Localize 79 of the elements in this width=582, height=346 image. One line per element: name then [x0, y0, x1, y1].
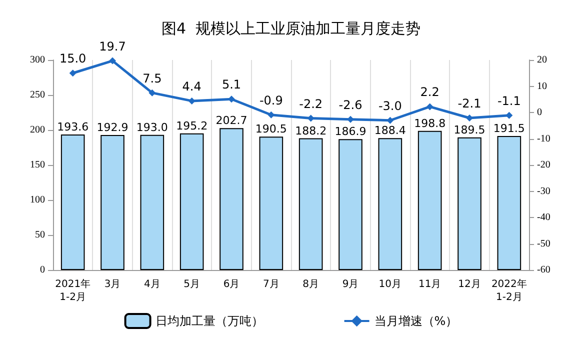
y2-tick-label: -50 — [537, 238, 550, 250]
data-label: 7.5 — [142, 71, 162, 86]
legend-label: 当月增速（%） — [374, 314, 458, 328]
x-tick-label: 3月 — [104, 279, 121, 290]
data-label: 188.2 — [295, 124, 327, 138]
data-label: 186.9 — [334, 125, 366, 138]
data-label: 5.1 — [222, 78, 242, 92]
x-tick-label: 6月 — [223, 279, 240, 290]
point — [109, 57, 116, 64]
y-tick-label: 300 — [30, 54, 45, 66]
data-label: 15.0 — [59, 52, 86, 66]
y-tick-label: 250 — [30, 90, 45, 100]
y2-tick-label: 20 — [537, 54, 547, 66]
point — [307, 114, 314, 122]
x-tick-label: 4月 — [144, 279, 160, 290]
point — [347, 116, 354, 123]
data-label: 190.5 — [255, 122, 287, 136]
data-label: 193.6 — [57, 120, 89, 134]
y2-tick-label: -20 — [537, 160, 550, 170]
bar — [418, 130, 442, 270]
x-tick-label: 9月 — [342, 279, 359, 290]
data-label: 195.2 — [176, 119, 208, 132]
data-label: 4.4 — [182, 79, 202, 94]
chart-title: 图4 规模以上工业原油加工量月度走势 — [161, 20, 421, 38]
data-label: 19.7 — [99, 39, 126, 54]
y-tick-label: 200 — [30, 124, 45, 136]
y-tick-label: 50 — [35, 230, 45, 240]
y2-tick-label: -60 — [537, 264, 550, 276]
data-label: 189.5 — [454, 123, 486, 136]
point — [268, 111, 275, 118]
data-label: 202.7 — [216, 114, 248, 128]
bar — [220, 128, 244, 270]
point — [466, 114, 473, 122]
point — [69, 70, 76, 77]
data-label: 198.8 — [414, 116, 446, 130]
y2-tick-label: -10 — [537, 133, 550, 144]
point — [228, 96, 235, 103]
bar — [259, 136, 284, 270]
data-label: 192.9 — [96, 120, 128, 134]
point — [506, 112, 513, 119]
point — [148, 89, 156, 96]
data-label: -3.0 — [378, 98, 402, 113]
point — [426, 103, 434, 110]
y2-tick-label: 0 — [537, 107, 542, 118]
data-label: -2.2 — [299, 96, 323, 111]
bar — [298, 138, 323, 270]
y2-tick-label: -40 — [537, 212, 550, 223]
legend-label: 日均加工量（万吨） — [155, 314, 264, 328]
y2-tick-label: -30 — [537, 186, 550, 197]
y-tick-label: 150 — [30, 160, 45, 170]
bar — [180, 133, 204, 270]
data-label: -1.1 — [497, 94, 521, 108]
y2-tick-label: 10 — [537, 80, 547, 92]
bar — [378, 138, 402, 270]
point — [188, 97, 196, 104]
bar — [338, 139, 362, 270]
data-label: 191.5 — [493, 122, 525, 135]
x-tick-label: 2021年 1-2月 — [55, 278, 91, 303]
x-tick-label: 10月 — [378, 279, 402, 290]
x-tick-label: 8月 — [302, 279, 320, 290]
data-label: -0.9 — [259, 93, 283, 108]
x-tick-label: 12月 — [458, 279, 481, 290]
x-tick-label: 5月 — [184, 279, 200, 290]
bar — [497, 136, 522, 270]
bar — [100, 134, 124, 270]
bar — [60, 134, 85, 270]
bar — [140, 134, 164, 270]
data-label: 2.2 — [420, 85, 440, 100]
data-label: -2.1 — [458, 96, 482, 111]
y-tick-label: 0 — [40, 264, 45, 276]
x-tick-label: 2022年 1-2月 — [491, 278, 527, 303]
x-tick-label: 7月 — [262, 279, 280, 290]
x-tick-label: 11月 — [418, 279, 442, 290]
bar — [458, 137, 482, 270]
data-label: -2.6 — [338, 98, 362, 112]
data-label: 193.0 — [136, 120, 168, 134]
point — [386, 116, 394, 124]
y-tick-label: 100 — [30, 194, 45, 206]
data-label: 188.4 — [374, 124, 406, 138]
